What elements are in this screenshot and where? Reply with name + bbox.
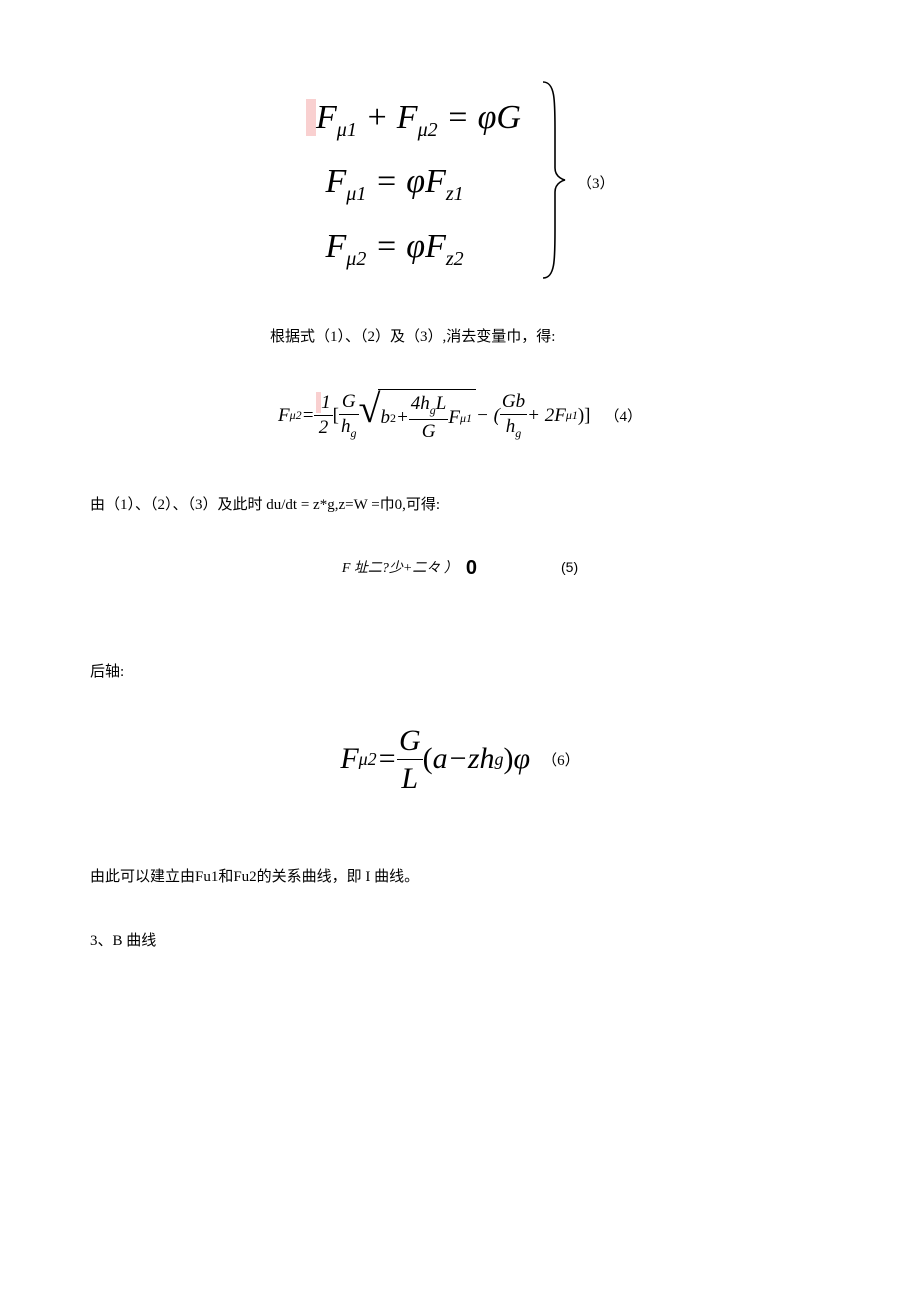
eq3-l3-rhs: φF	[406, 228, 446, 265]
eq6-eq: =	[377, 742, 397, 776]
eq4-frac2: 4hgL G	[409, 394, 449, 443]
eq3-l1-plus: +	[357, 99, 397, 136]
eq4-plus: +	[396, 407, 409, 429]
paragraph-4: 由此可以建立由Fu1和Fu2的关系曲线，即 I 曲线。	[90, 865, 830, 889]
eq4-half: 1 2	[314, 393, 332, 440]
eq4-f3-num: Gb	[500, 392, 527, 413]
eq3-l3-F-sub: μ2	[346, 248, 366, 270]
eq6-open: (	[423, 742, 433, 776]
eq3-l1-eq: =	[438, 99, 478, 136]
eq4-eq: =	[302, 405, 315, 427]
sqrt-icon: √	[359, 389, 381, 443]
eq3-l1-F2: F	[397, 99, 418, 136]
eq6-number: （6）	[542, 749, 580, 770]
eq4-sqrt: √ b2 + 4hgL G Fμ1	[359, 389, 477, 443]
eq3-l1-rhs: φG	[478, 99, 521, 136]
eq4-half-num: 1	[321, 392, 331, 413]
equation-3-lines: Fμ1 + Fμ2 = φG Fμ1 = φFz1 Fμ2 = φFz2	[306, 86, 539, 280]
eq4-Fmu1: F	[448, 407, 460, 429]
eq6-minus: −	[448, 742, 468, 776]
eq6-phi: φ	[514, 742, 531, 776]
eq4-half-den: 2	[317, 418, 331, 439]
eq3-line3: Fμ2 = φFz2	[306, 215, 521, 280]
eq3-l3-eq: =	[366, 228, 406, 265]
eq6-frac: G L	[397, 724, 423, 795]
eq4-Fmu1b: F	[554, 405, 566, 427]
eq3-l1-F1: F	[316, 99, 337, 136]
paragraph-2: 由（1）、（2）、（3）及此时 du/dt = z*g,z=W =巾0,可得:	[90, 493, 510, 517]
eq4-f1-num: G	[340, 392, 358, 413]
equation-3-body: Fμ1 + Fμ2 = φG Fμ1 = φFz1 Fμ2 = φFz2 （3）	[306, 80, 615, 285]
eq5-number: (5)	[561, 559, 578, 575]
eq4-b: b	[380, 407, 390, 429]
right-brace-icon	[539, 80, 567, 285]
eq4-f2-den: G	[420, 422, 438, 443]
eq3-l3-rhs-sub: z2	[446, 248, 464, 270]
eq6-lhs-sub: μ2	[359, 749, 377, 770]
eq6-lhs-F: F	[340, 742, 358, 776]
eq4-close: )]	[578, 405, 591, 427]
eq6-frac-den: L	[399, 762, 420, 795]
eq4-f1-den-h: h	[341, 416, 351, 437]
eq6-close: )	[504, 742, 514, 776]
eq3-l2-rhs-sub: z1	[446, 183, 464, 205]
eq6-frac-num: G	[397, 724, 423, 757]
eq3-line1: Fμ1 + Fμ2 = φG	[306, 86, 521, 151]
eq4-f3-den-sub: g	[515, 426, 521, 440]
eq4-f3-den-h: h	[506, 416, 516, 437]
eq3-l2-rhs: φF	[406, 163, 446, 200]
paragraph-5: 3、B 曲线	[90, 929, 830, 953]
eq4-f1-den-sub: g	[351, 426, 357, 440]
eq3-l1-F1-sub: μ1	[337, 118, 357, 140]
eq3-line2: Fμ1 = φFz1	[306, 150, 521, 215]
highlight-marker	[306, 99, 317, 136]
eq4-Fmu1b-sub: μ1	[566, 408, 578, 423]
eq4-minus: − (	[476, 405, 500, 427]
equation-4: Fμ2 = 1 2 [ G hg √ b2 + 4hgL G Fμ1	[90, 389, 830, 443]
eq3-l2-eq: =	[366, 163, 406, 200]
eq4-f2-L: L	[436, 393, 447, 414]
eq4-plus2: + 2	[527, 405, 554, 427]
eq4-number: （4）	[605, 405, 643, 426]
eq4-sqrt-body: b2 + 4hgL G Fμ1	[378, 389, 476, 443]
equation-6: Fμ2 = G L ( a − zhg ) φ （6）	[90, 724, 830, 795]
eq6-z: z	[468, 742, 480, 776]
eq5-text: F 址二?少+二々 ）	[342, 557, 458, 577]
eq3-l2-F-sub: μ1	[346, 183, 366, 205]
eq6-a: a	[433, 742, 448, 776]
eq4-lhs-sub: μ2	[290, 408, 302, 423]
eq3-l1-F2-sub: μ2	[418, 118, 438, 140]
eq6-h: h	[480, 742, 495, 776]
eq4-f2-4h: 4h	[411, 393, 430, 414]
eq4-frac1: G hg	[339, 392, 359, 441]
eq3-l3-F: F	[326, 228, 347, 265]
eq3-number: （3）	[577, 172, 615, 193]
paragraph-1: 根据式（1）、（2）及（3）,消去变量巾，得:	[270, 325, 830, 349]
paragraph-3: 后轴:	[90, 660, 830, 684]
eq3-l2-F: F	[326, 163, 347, 200]
eq4-lhs-F: F	[278, 405, 290, 427]
equation-5: F 址二?少+二々 ） 0 (5)	[90, 557, 830, 580]
eq6-h-sub: g	[495, 749, 504, 770]
eq4-frac3: Gb hg	[500, 392, 527, 441]
eq5-zero: 0	[466, 557, 477, 579]
eq4-Fmu1-sub: μ1	[460, 411, 472, 426]
equation-3: Fμ1 + Fμ2 = φG Fμ1 = φFz1 Fμ2 = φFz2 （3）	[90, 80, 830, 285]
